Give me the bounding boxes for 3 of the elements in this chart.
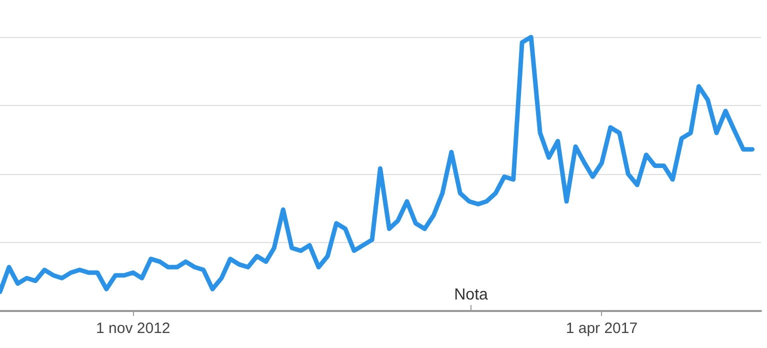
x-tick-label: 1 apr 2017 xyxy=(566,320,638,337)
x-tick-label: 1 nov 2012 xyxy=(96,320,170,337)
annotation: Nota xyxy=(454,286,488,304)
